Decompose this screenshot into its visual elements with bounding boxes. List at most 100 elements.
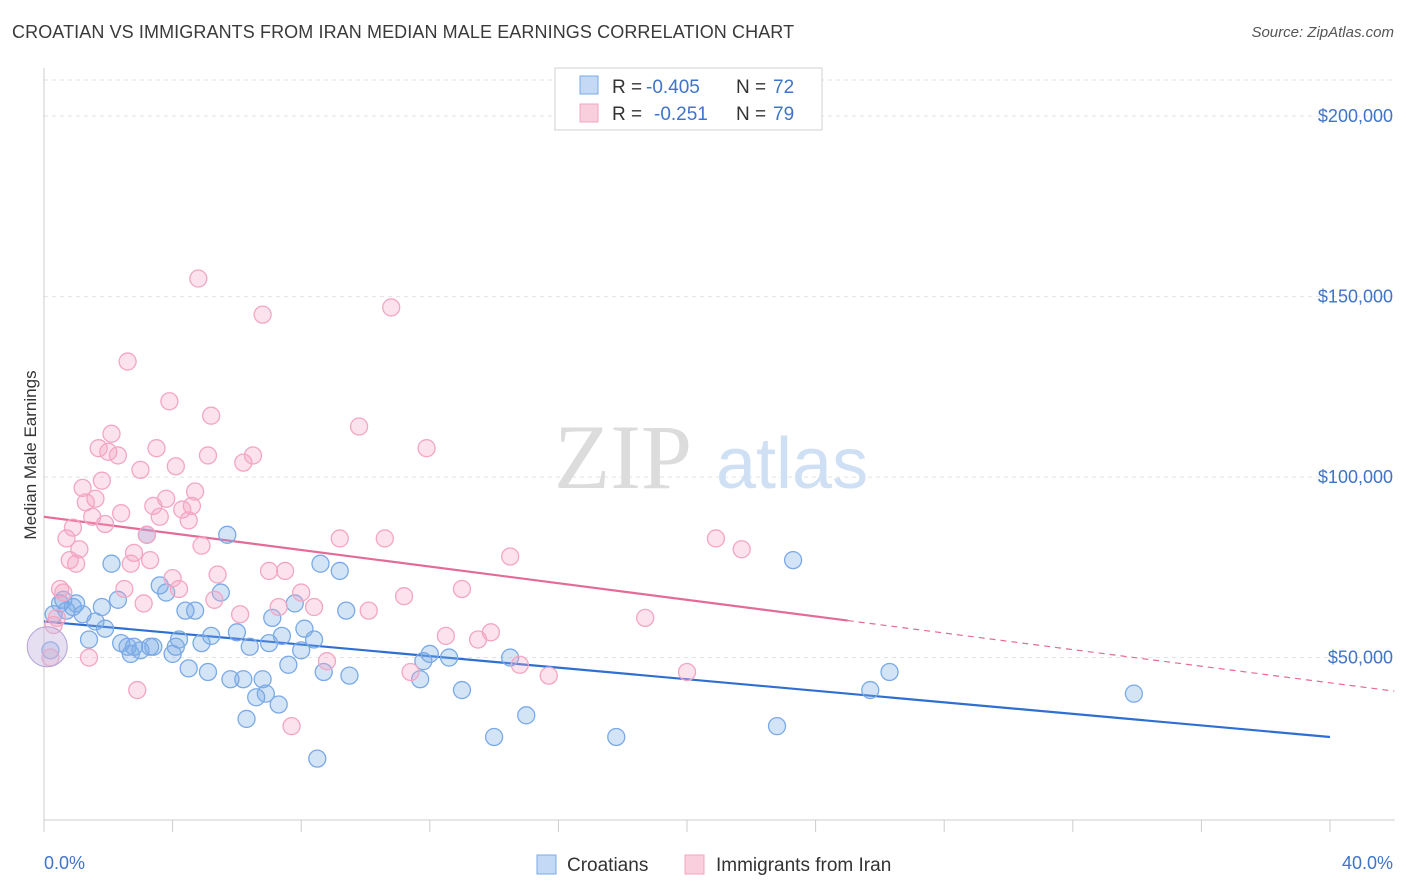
point-iran bbox=[169, 579, 189, 599]
point-croatians bbox=[314, 662, 333, 682]
point-iran bbox=[189, 269, 208, 288]
point-iran bbox=[166, 457, 185, 476]
point-croatians bbox=[484, 727, 504, 747]
point-iran bbox=[202, 406, 221, 425]
point-croatians bbox=[79, 630, 99, 649]
point-iran bbox=[292, 583, 311, 602]
point-iran bbox=[230, 605, 250, 624]
point-iran bbox=[67, 554, 86, 573]
legend-r-value-2: -0.251 bbox=[654, 104, 708, 125]
x-tick-label-min: 0.0% bbox=[44, 853, 85, 873]
y-tick-label: $150,000 bbox=[1318, 287, 1393, 307]
point-iran bbox=[47, 608, 67, 628]
point-iran bbox=[636, 608, 655, 628]
point-iran bbox=[539, 666, 558, 685]
trend-line-1 bbox=[43, 515, 848, 622]
point-croatians bbox=[420, 644, 439, 664]
point-iran bbox=[79, 648, 99, 667]
point-iran bbox=[349, 417, 369, 436]
point-croatians bbox=[501, 648, 520, 667]
point-croatians bbox=[414, 652, 433, 671]
point-croatians bbox=[247, 688, 266, 707]
source-label: Source: ZipAtlas.com bbox=[1251, 24, 1394, 41]
point-croatians bbox=[140, 637, 160, 656]
series-legend: Croatians Immigrants from Iran bbox=[536, 854, 891, 876]
point-iran bbox=[359, 601, 378, 620]
trend-line-0 bbox=[43, 620, 1331, 739]
point-croatians bbox=[218, 525, 237, 544]
point-croatians bbox=[340, 666, 359, 685]
point-croatians bbox=[185, 601, 205, 620]
point-cluster bbox=[26, 626, 68, 668]
point-iran bbox=[234, 453, 253, 472]
point-croatians bbox=[169, 630, 189, 649]
point-croatians bbox=[211, 583, 230, 602]
series-name-croatians: Croatians bbox=[567, 855, 648, 876]
point-croatians bbox=[311, 554, 330, 573]
point-iran bbox=[205, 590, 224, 609]
point-iran bbox=[134, 594, 153, 613]
point-iran bbox=[192, 536, 211, 555]
point-iran bbox=[73, 478, 92, 498]
point-iran bbox=[375, 529, 394, 548]
series-swatch-iran bbox=[684, 854, 705, 875]
legend-n-value-2: 79 bbox=[773, 104, 794, 125]
legend-r-label-1: R = bbox=[612, 77, 642, 98]
point-croatians bbox=[308, 749, 327, 768]
point-croatians bbox=[227, 623, 247, 642]
grid-lines bbox=[44, 79, 1395, 659]
point-iran bbox=[70, 540, 89, 559]
point-iran bbox=[150, 507, 169, 526]
point-croatians bbox=[253, 670, 272, 689]
point-croatians bbox=[102, 554, 121, 573]
point-iran bbox=[140, 550, 160, 570]
point-croatians bbox=[176, 601, 195, 620]
point-croatians bbox=[198, 662, 218, 682]
point-croatians bbox=[67, 594, 86, 613]
point-croatians bbox=[1124, 684, 1144, 703]
point-croatians bbox=[263, 608, 282, 628]
point-croatians bbox=[439, 648, 459, 667]
legend-r-label-2: R = bbox=[612, 104, 642, 125]
y-axis-title: Median Male Earnings bbox=[21, 370, 40, 539]
series-name-iran: Immigrants from Iran bbox=[716, 855, 891, 876]
point-iran bbox=[173, 500, 192, 519]
point-croatians bbox=[452, 680, 472, 700]
point-croatians bbox=[272, 626, 292, 646]
point-iran bbox=[401, 662, 420, 682]
x-tick-label-max: 40.0% bbox=[1342, 853, 1393, 873]
point-iran bbox=[108, 446, 128, 465]
point-iran bbox=[452, 579, 472, 599]
point-croatians bbox=[880, 662, 899, 682]
point-croatians bbox=[95, 619, 115, 638]
point-iran bbox=[304, 597, 324, 617]
point-croatians bbox=[783, 550, 803, 570]
point-iran bbox=[63, 518, 83, 537]
point-iran bbox=[57, 529, 76, 548]
chart-title: CROATIAN VS IMMIGRANTS FROM IRAN MEDIAN … bbox=[12, 22, 795, 42]
point-iran bbox=[208, 565, 227, 584]
point-croatians bbox=[269, 695, 288, 714]
point-croatians bbox=[234, 670, 253, 689]
point-iran bbox=[157, 489, 176, 508]
point-iran bbox=[677, 662, 697, 682]
point-iran bbox=[253, 305, 272, 324]
point-iran bbox=[121, 554, 140, 573]
point-iran bbox=[137, 525, 157, 544]
y-tick-label: $100,000 bbox=[1318, 467, 1393, 487]
point-iran bbox=[259, 561, 279, 581]
point-croatians bbox=[221, 670, 240, 689]
point-croatians bbox=[92, 597, 112, 617]
point-iran bbox=[275, 561, 295, 581]
point-croatians bbox=[256, 684, 275, 703]
point-iran bbox=[317, 652, 337, 671]
point-iran bbox=[706, 529, 726, 548]
point-iran bbox=[179, 511, 198, 530]
point-iran bbox=[118, 352, 137, 371]
axes bbox=[43, 68, 1395, 832]
point-iran bbox=[282, 716, 301, 736]
point-croatians bbox=[240, 637, 259, 656]
point-croatians bbox=[861, 680, 880, 700]
point-iran bbox=[510, 655, 529, 674]
